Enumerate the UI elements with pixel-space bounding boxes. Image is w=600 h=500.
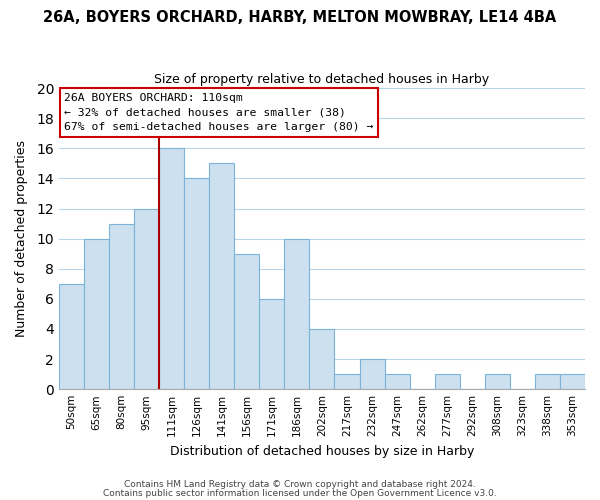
Bar	[109, 224, 134, 389]
Bar	[184, 178, 209, 389]
Bar	[359, 359, 385, 389]
Bar	[535, 374, 560, 389]
Title: Size of property relative to detached houses in Harby: Size of property relative to detached ho…	[154, 72, 490, 86]
Bar	[560, 374, 585, 389]
Bar	[334, 374, 359, 389]
Bar	[159, 148, 184, 389]
Bar	[259, 299, 284, 389]
Text: Contains public sector information licensed under the Open Government Licence v3: Contains public sector information licen…	[103, 489, 497, 498]
Bar	[434, 374, 460, 389]
Bar	[84, 238, 109, 389]
Bar	[134, 208, 159, 389]
Bar	[485, 374, 510, 389]
Text: Contains HM Land Registry data © Crown copyright and database right 2024.: Contains HM Land Registry data © Crown c…	[124, 480, 476, 489]
Bar	[209, 164, 234, 389]
Bar	[59, 284, 84, 389]
Bar	[310, 329, 334, 389]
Bar	[385, 374, 410, 389]
Text: 26A BOYERS ORCHARD: 110sqm
← 32% of detached houses are smaller (38)
67% of semi: 26A BOYERS ORCHARD: 110sqm ← 32% of deta…	[64, 92, 374, 132]
Bar	[284, 238, 310, 389]
Text: 26A, BOYERS ORCHARD, HARBY, MELTON MOWBRAY, LE14 4BA: 26A, BOYERS ORCHARD, HARBY, MELTON MOWBR…	[43, 10, 557, 25]
Bar	[234, 254, 259, 389]
Y-axis label: Number of detached properties: Number of detached properties	[15, 140, 28, 337]
X-axis label: Distribution of detached houses by size in Harby: Distribution of detached houses by size …	[170, 444, 474, 458]
